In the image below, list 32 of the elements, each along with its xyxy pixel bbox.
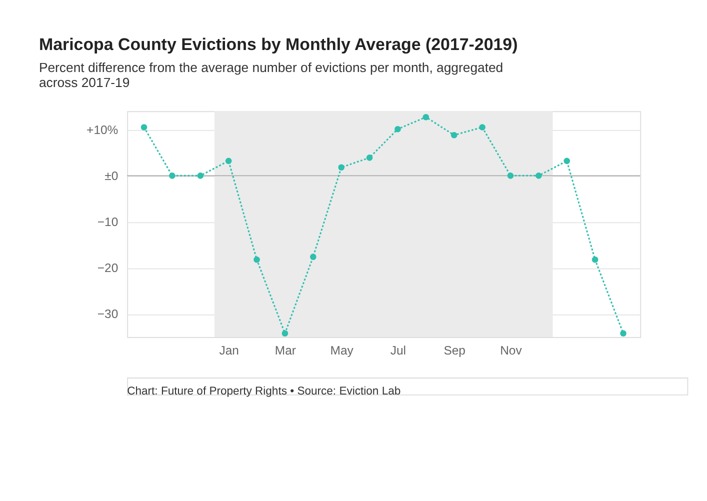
point bbox=[282, 330, 288, 337]
point bbox=[592, 256, 598, 263]
point bbox=[564, 158, 570, 164]
y-tick-label: ±0 bbox=[104, 168, 118, 183]
x-tick-label: Jan bbox=[219, 343, 239, 358]
point bbox=[140, 124, 148, 130]
point bbox=[422, 114, 430, 120]
point bbox=[310, 254, 316, 260]
y-tick-label: −20 bbox=[97, 261, 118, 276]
point bbox=[479, 124, 486, 130]
point bbox=[225, 158, 232, 164]
chart-title: Maricopa County Evictions by Monthly Average (2017-2019) bbox=[38, 35, 518, 54]
point bbox=[507, 172, 514, 179]
point bbox=[536, 172, 542, 179]
y-tick-label: −30 bbox=[97, 307, 118, 322]
x-tick-label: May bbox=[330, 343, 354, 358]
point bbox=[254, 256, 260, 263]
point bbox=[450, 132, 458, 138]
point bbox=[620, 330, 626, 337]
y-tick-label: −10 bbox=[97, 215, 118, 230]
point bbox=[338, 164, 344, 171]
text: Chart: Future of Property Rights • Source: Eviction Lab bbox=[127, 385, 401, 398]
point bbox=[366, 154, 373, 161]
x-tick-label: Mar bbox=[274, 343, 296, 358]
x-tick-label: Jul bbox=[390, 343, 406, 358]
x-tick-label: Sep bbox=[444, 343, 466, 358]
point bbox=[197, 172, 204, 179]
point bbox=[394, 126, 401, 132]
x-tick-label: Nov bbox=[500, 343, 523, 358]
chart-subtitle: Percent difference from the average number of evictions per month, aggregated across 2017-19 bbox=[38, 60, 504, 90]
point bbox=[169, 172, 176, 179]
y-tick-label: +10% bbox=[86, 122, 118, 137]
